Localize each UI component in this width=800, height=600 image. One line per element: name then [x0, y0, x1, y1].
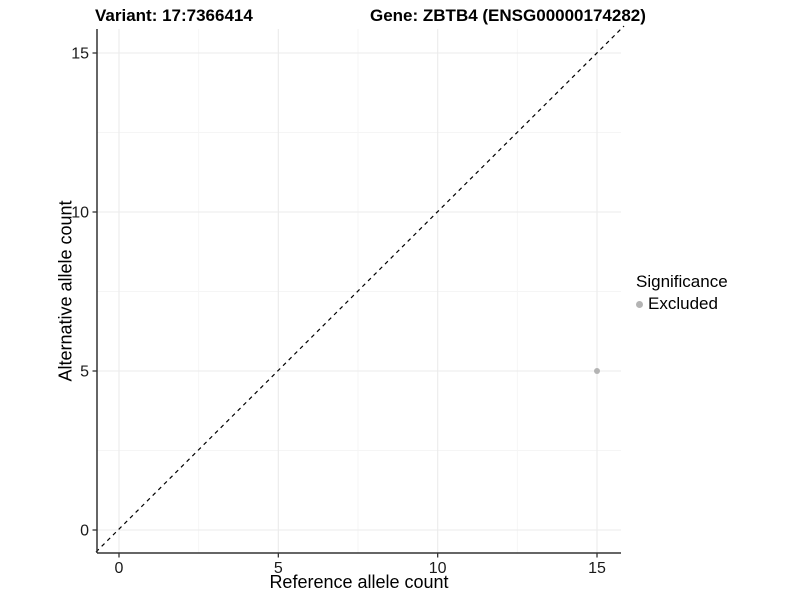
- data-point: [594, 368, 601, 374]
- x-tick-label: 0: [115, 560, 124, 577]
- legend: Significance Excluded: [636, 272, 728, 314]
- identity-dashed-line: [95, 25, 625, 553]
- gene-title: Gene: ZBTB4 (ENSG00000174282): [370, 6, 646, 25]
- excluded-point-icon: [636, 300, 643, 308]
- y-tick-label: 15: [71, 46, 89, 63]
- x-axis-title: Reference allele count: [269, 572, 449, 592]
- legend-item-excluded: Excluded: [636, 294, 728, 314]
- y-axis-title: Alternative allele count: [55, 200, 76, 382]
- x-tick-label: 10: [429, 560, 447, 577]
- x-tick-label: 5: [274, 560, 283, 577]
- legend-title: Significance: [636, 272, 728, 291]
- legend-item-label: Excluded: [648, 294, 718, 313]
- y-tick-label: 5: [80, 364, 89, 381]
- x-tick-label: 15: [588, 560, 606, 577]
- y-tick-label: 0: [80, 523, 89, 540]
- variant-title: Variant: 17:7366414: [95, 6, 253, 25]
- y-tick-label: 10: [71, 205, 89, 222]
